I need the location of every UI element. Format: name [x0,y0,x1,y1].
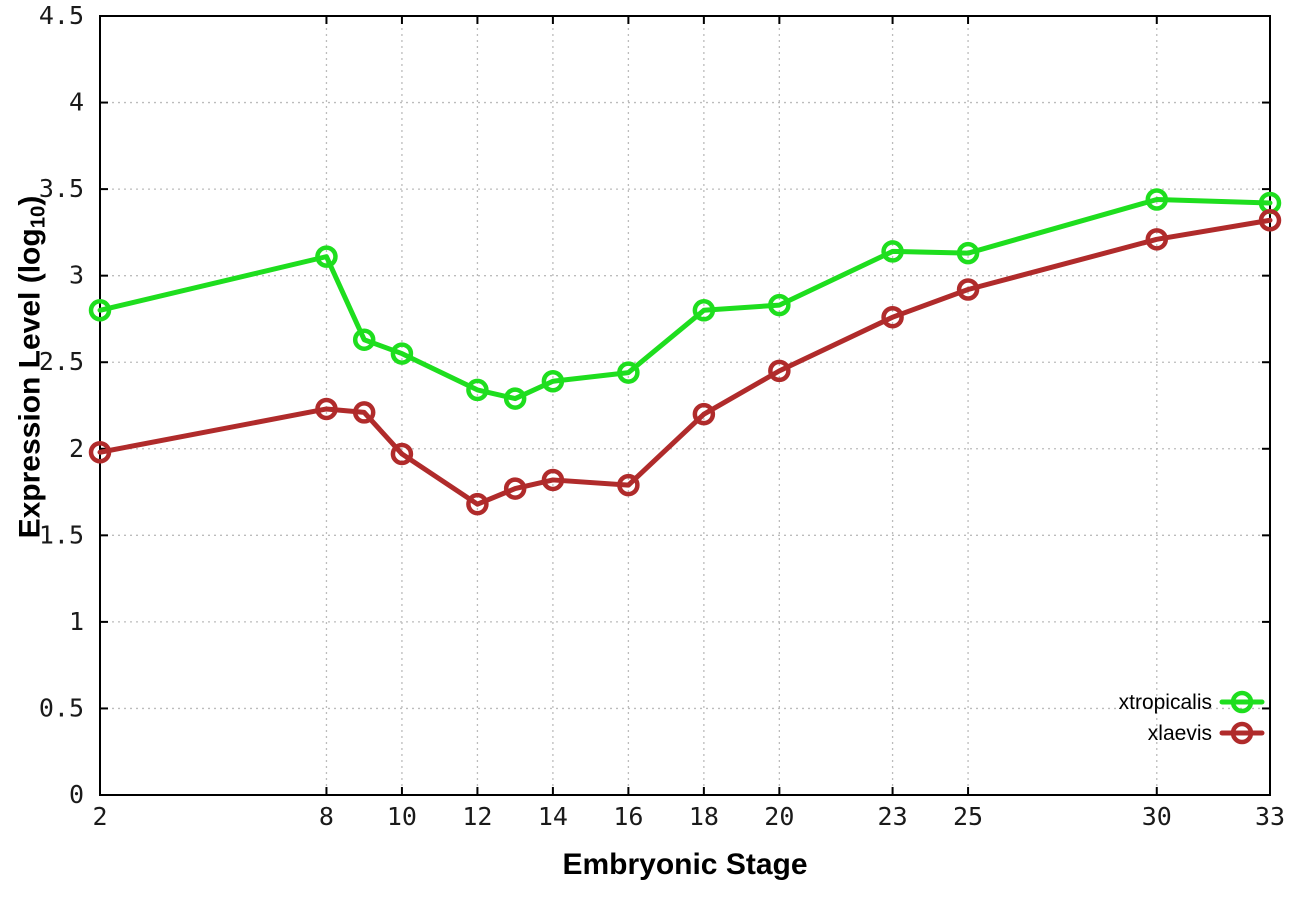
data-point-marker [390,442,414,466]
data-point-marker [88,299,112,322]
series-xtropicalis [88,188,1282,410]
data-point-marker [617,361,640,384]
legend-item-xtropicalis: xtropicalis [1119,690,1265,714]
data-point-marker [390,342,414,365]
y-axis-title: Expression Level (log10) [13,196,50,539]
x-tick-label: 25 [953,802,983,831]
data-point-marker [503,477,527,500]
legend: xtropicalis xlaevis [1119,690,1265,745]
tick-labels: 2 8 10 12 14 16 18 20 23 25 30 33 0 0.5 1 1.5 2 2.5 3 3.5 4 4… [39,1,1285,831]
x-tick-label: 20 [764,802,794,831]
legend-marker [1230,690,1254,714]
data-point-marker [768,359,791,383]
data-point-marker [466,492,489,516]
y-tick-label: 2.5 [39,347,84,376]
data-point-marker [541,468,565,492]
x-tick-label: 33 [1255,802,1285,831]
data-point-marker [881,240,904,263]
y-tick-label: 0 [69,780,84,809]
gridlines [99,15,1271,796]
legend-item-xlaevis: xlaevis [1148,721,1265,745]
y-tick-label: 3.5 [39,174,84,203]
data-point-marker [352,328,376,351]
x-tick-label: 2 [92,802,107,831]
data-point-marker [1145,228,1169,251]
x-tick-label: 10 [387,802,417,831]
data-point-marker [956,241,980,265]
data-point-marker [881,305,904,329]
y-tick-label: 1.5 [39,520,84,549]
series-xlaevis [88,209,1282,516]
y-axis-title-subscript: 10 [27,205,50,229]
plot-border [99,15,1271,796]
series-line-xtropicalis [97,196,1273,402]
data-point-marker [541,370,565,393]
y-tick-label: 3 [69,261,84,290]
y-tick-label: 2 [69,434,84,463]
x-tick-label: 23 [878,802,908,831]
data-point-marker [466,378,489,402]
data-point-marker [1258,209,1282,232]
y-axis-title-suffix: ) [13,195,47,206]
legend-label: xtropicalis [1119,691,1212,714]
y-tick-label: 1 [69,607,84,636]
data-point-marker [503,387,527,410]
data-point-marker [692,299,716,322]
x-tick-label: 8 [319,802,334,831]
x-tick-label: 12 [462,802,492,831]
data-point-marker [315,397,338,421]
x-tick-label: 14 [538,802,568,831]
data-point-marker [88,440,112,464]
data-point-marker [352,401,376,424]
x-tick-label: 18 [689,802,719,831]
legend-label: xlaevis [1148,722,1212,745]
data-point-marker [1145,188,1169,211]
data-point-marker [692,402,716,426]
y-tick-label: 4.5 [39,1,84,30]
axes [99,15,1271,796]
x-tick-label: 30 [1142,802,1172,831]
x-axis-title: Embryonic Stage [562,848,808,881]
data-point-marker [768,293,791,317]
x-tick-label: 16 [613,802,643,831]
data-point-marker [956,278,980,301]
y-tick-label: 4 [69,88,84,117]
y-axis-title-text: Expression Level (log [13,228,47,539]
legend-marker [1230,721,1254,745]
y-tick-label: 0.5 [39,693,84,722]
data-point-marker [617,473,640,497]
data-point-marker [315,245,338,268]
